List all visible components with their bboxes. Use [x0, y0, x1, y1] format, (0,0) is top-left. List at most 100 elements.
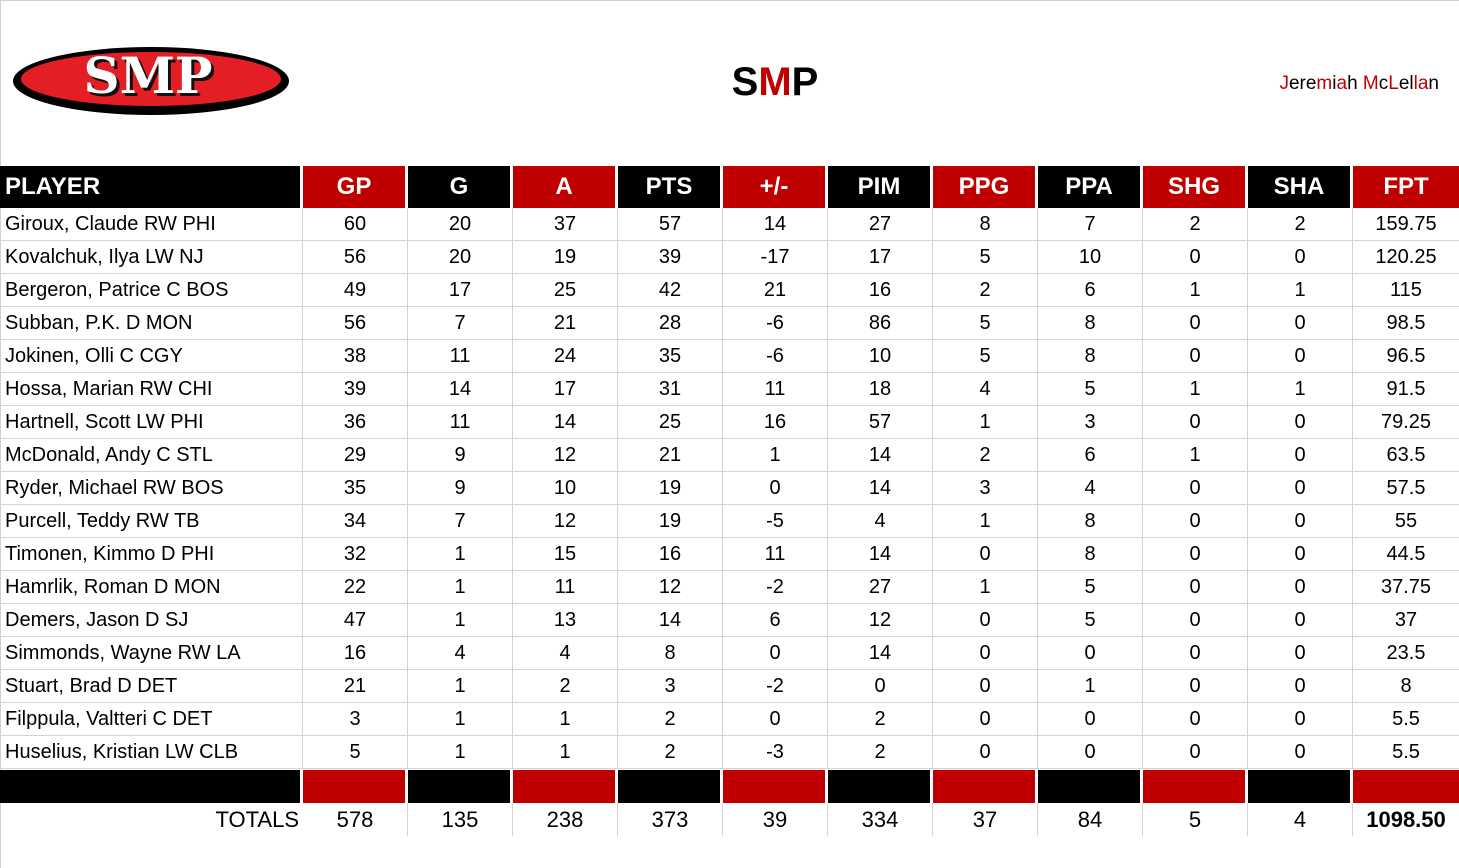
stat-cell-sha: 0 [1248, 637, 1353, 670]
stat-cell-plus-minus: 0 [723, 472, 828, 505]
stat-cell-a: 17 [513, 373, 618, 406]
band-block-ppg [933, 770, 1038, 803]
stat-cell-plus-minus: -2 [723, 670, 828, 703]
stat-cell-pts: 39 [618, 241, 723, 274]
stat-cell-fpt: 5.5 [1353, 703, 1459, 736]
stat-cell-pim: 86 [828, 307, 933, 340]
stat-cell-pts: 16 [618, 538, 723, 571]
stat-cell-sha: 1 [1248, 274, 1353, 307]
player-name-cell: Demers, Jason D SJ [0, 604, 303, 637]
stat-cell-ppg: 0 [933, 604, 1038, 637]
player-name-cell: Giroux, Claude RW PHI [0, 208, 303, 241]
stat-cell-gp: 49 [303, 274, 408, 307]
stat-cell-sha: 0 [1248, 670, 1353, 703]
stat-cell-shg: 0 [1143, 637, 1248, 670]
stat-cell-plus-minus: -3 [723, 736, 828, 769]
table-row: Demers, Jason D SJ 47 1 13 14 6 12 0 5 0 0 37 [0, 604, 1459, 637]
stat-cell-sha: 0 [1248, 736, 1353, 769]
stat-cell-pim: 2 [828, 736, 933, 769]
total-ppg: 37 [933, 803, 1038, 836]
total-plus-minus: 39 [723, 803, 828, 836]
column-header-fpt: FPT [1353, 166, 1459, 208]
stat-cell-ppg: 2 [933, 274, 1038, 307]
column-header-shg: SHG [1143, 166, 1248, 208]
stat-cell-fpt: 98.5 [1353, 307, 1459, 340]
title-letter-p: P [791, 60, 819, 104]
stat-cell-a: 11 [513, 571, 618, 604]
stat-cell-ppg: 0 [933, 538, 1038, 571]
stat-cell-g: 1 [408, 703, 513, 736]
author-segment: M [1362, 73, 1379, 94]
stat-cell-gp: 21 [303, 670, 408, 703]
stat-cell-pim: 2 [828, 703, 933, 736]
stat-cell-shg: 0 [1143, 670, 1248, 703]
stat-cell-gp: 39 [303, 373, 408, 406]
player-name-cell: Timonen, Kimmo D PHI [0, 538, 303, 571]
stat-cell-ppa: 0 [1038, 637, 1143, 670]
stat-cell-g: 7 [408, 307, 513, 340]
column-header-g: G [408, 166, 513, 208]
stat-cell-g: 1 [408, 604, 513, 637]
stats-table: PLAYER GP G A PTS +/- PIM PPG PPA SHG SHA FPT Girou… [0, 166, 1459, 836]
stat-cell-shg: 0 [1143, 241, 1248, 274]
player-name-cell: Purcell, Teddy RW TB [0, 505, 303, 538]
stat-cell-shg: 0 [1143, 406, 1248, 439]
stat-cell-ppg: 5 [933, 340, 1038, 373]
player-name-cell: Jokinen, Olli C CGY [0, 340, 303, 373]
stat-cell-fpt: 159.75 [1353, 208, 1459, 241]
author-segment: el [1398, 73, 1414, 94]
stat-cell-sha: 0 [1248, 538, 1353, 571]
stat-cell-ppa: 5 [1038, 373, 1143, 406]
stat-cell-plus-minus: 6 [723, 604, 828, 637]
column-header-plus-minus: +/- [723, 166, 828, 208]
stat-cell-gp: 35 [303, 472, 408, 505]
player-name-cell: Huselius, Kristian LW CLB [0, 736, 303, 769]
stat-cell-pim: 16 [828, 274, 933, 307]
stat-cell-g: 14 [408, 373, 513, 406]
stat-cell-pim: 14 [828, 439, 933, 472]
stat-cell-sha: 0 [1248, 604, 1353, 637]
stat-cell-ppg: 8 [933, 208, 1038, 241]
stat-cell-ppg: 5 [933, 241, 1038, 274]
column-header-pim: PIM [828, 166, 933, 208]
stat-cell-a: 12 [513, 439, 618, 472]
stat-cell-ppg: 2 [933, 439, 1038, 472]
stat-cell-a: 37 [513, 208, 618, 241]
stat-cell-g: 1 [408, 571, 513, 604]
stat-cell-fpt: 5.5 [1353, 736, 1459, 769]
column-header-gp: GP [303, 166, 408, 208]
player-name-cell: McDonald, Andy C STL [0, 439, 303, 472]
stat-cell-g: 1 [408, 538, 513, 571]
column-header-ppg: PPG [933, 166, 1038, 208]
stat-cell-a: 13 [513, 604, 618, 637]
stat-cell-pts: 12 [618, 571, 723, 604]
player-name-cell: Kovalchuk, Ilya LW NJ [0, 241, 303, 274]
stat-cell-plus-minus: -17 [723, 241, 828, 274]
stat-cell-shg: 2 [1143, 208, 1248, 241]
stat-cell-pts: 25 [618, 406, 723, 439]
stat-cell-sha: 0 [1248, 472, 1353, 505]
stat-cell-g: 1 [408, 736, 513, 769]
stat-cell-ppa: 1 [1038, 670, 1143, 703]
stat-cell-ppg: 0 [933, 670, 1038, 703]
stat-cell-pim: 27 [828, 571, 933, 604]
stat-cell-ppg: 0 [933, 703, 1038, 736]
color-band-row [0, 770, 1459, 803]
stat-cell-plus-minus: 0 [723, 703, 828, 736]
stat-cell-ppa: 0 [1038, 703, 1143, 736]
smp-logo: SMP SMP [12, 46, 290, 116]
band-block-sha [1248, 770, 1353, 803]
stat-cell-gp: 34 [303, 505, 408, 538]
stat-cell-shg: 0 [1143, 505, 1248, 538]
stat-cell-ppg: 1 [933, 505, 1038, 538]
total-pim: 334 [828, 803, 933, 836]
stat-cell-g: 20 [408, 208, 513, 241]
stat-cell-pim: 10 [828, 340, 933, 373]
title-letter-m: M [758, 60, 792, 104]
stat-cell-g: 11 [408, 406, 513, 439]
table-row: Simmonds, Wayne RW LA 16 4 4 8 0 14 0 0 0 0 23.5 [0, 637, 1459, 670]
total-a: 238 [513, 803, 618, 836]
stat-cell-pts: 2 [618, 703, 723, 736]
band-block-gp [303, 770, 408, 803]
band-block-plus-minus [723, 770, 828, 803]
